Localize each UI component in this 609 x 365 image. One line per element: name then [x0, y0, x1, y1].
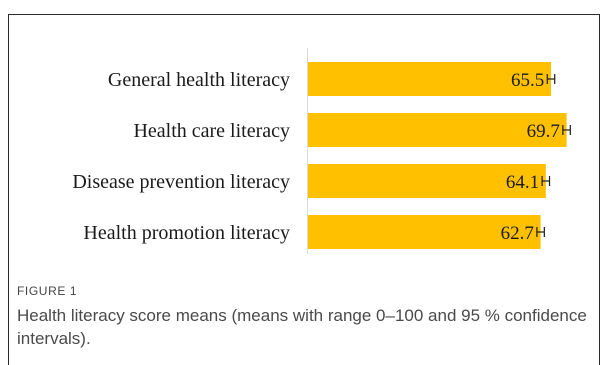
- figure-label: FIGURE 1: [17, 284, 78, 298]
- bar: [308, 62, 552, 96]
- bar: [308, 164, 546, 198]
- data-label: 69.7: [527, 121, 560, 142]
- health-literacy-bar-chart: General health literacy 65.5 Health care l…: [72, 48, 571, 254]
- data-label: 65.5: [511, 70, 544, 91]
- category-label: Disease prevention literacy: [72, 171, 290, 193]
- bars-layer: General health literacy 65.5 Health care l…: [72, 62, 571, 249]
- figure-caption: Health literacy score means (means with …: [17, 306, 587, 348]
- data-label: 62.7: [501, 223, 534, 244]
- category-label: Health care literacy: [133, 120, 290, 142]
- bar: [308, 113, 567, 147]
- data-label: 64.1: [506, 172, 539, 193]
- category-label: General health literacy: [108, 69, 290, 91]
- bar: [308, 215, 541, 249]
- category-label: Health promotion literacy: [83, 222, 290, 244]
- figure-frame: [8, 14, 600, 365]
